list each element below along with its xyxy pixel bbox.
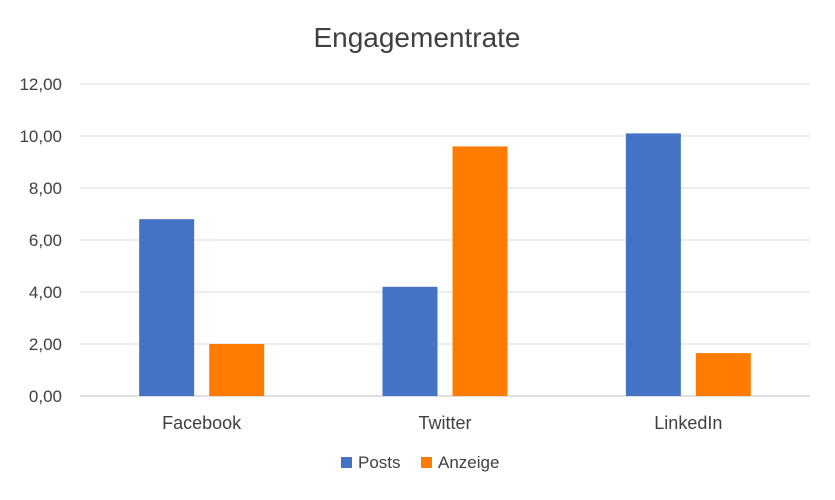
y-tick-label: 8,00: [29, 179, 62, 198]
legend-label-posts: Posts: [358, 453, 401, 472]
y-tick-label: 10,00: [19, 127, 62, 146]
x-category-label: Facebook: [162, 413, 242, 433]
y-tick-label: 12,00: [19, 75, 62, 94]
gridlines: [80, 83, 810, 397]
legend-label-anzeige: Anzeige: [438, 453, 499, 472]
y-tick-label: 2,00: [29, 335, 62, 354]
bar-anzeige-linkedin: [695, 353, 751, 396]
x-axis-labels: Facebook Twitter LinkedIn: [162, 413, 722, 433]
legend-swatch-posts: [341, 457, 352, 468]
y-tick-label: 4,00: [29, 283, 62, 302]
bar-anzeige-facebook: [209, 344, 265, 396]
bar-posts-facebook: [139, 219, 195, 396]
x-category-label: Twitter: [418, 413, 471, 433]
bar-posts-twitter: [382, 286, 438, 396]
chart-title: Engagementrate: [313, 22, 520, 53]
bar-posts-linkedin: [625, 133, 681, 396]
bar-anzeige-twitter: [452, 146, 508, 396]
bars: [139, 133, 751, 396]
y-tick-label: 0,00: [29, 387, 62, 406]
legend: Posts Anzeige: [341, 453, 499, 472]
y-tick-label: 6,00: [29, 231, 62, 250]
x-category-label: LinkedIn: [654, 413, 722, 433]
y-axis-ticks: 0,00 2,00 4,00 6,00 8,00 10,00 12,00: [19, 75, 62, 406]
legend-swatch-anzeige: [421, 457, 432, 468]
